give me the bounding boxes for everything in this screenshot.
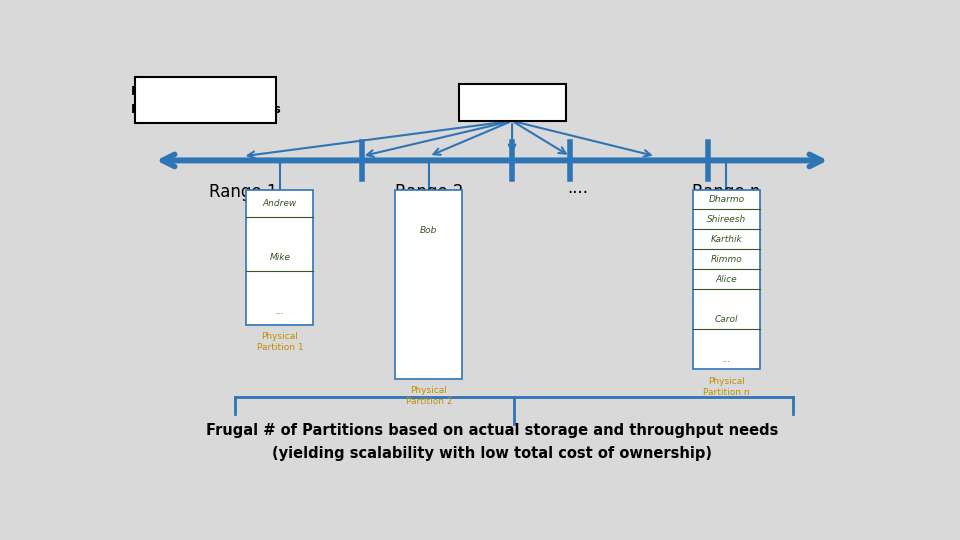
Text: Bob: Bob — [420, 226, 438, 234]
Text: ...: ... — [276, 307, 284, 316]
Text: (yielding scalability with low total cost of ownership): (yielding scalability with low total cos… — [272, 446, 712, 461]
Text: Shireesh: Shireesh — [707, 215, 746, 224]
Text: Physical
Partition 2: Physical Partition 2 — [405, 386, 452, 406]
Text: ....: .... — [567, 179, 588, 197]
Bar — [693, 190, 759, 369]
Text: ...: ... — [722, 355, 731, 363]
Bar — [396, 190, 462, 379]
Text: Alice: Alice — [715, 275, 737, 284]
Text: Carol: Carol — [714, 315, 738, 324]
Text: hash(User Id): hash(User Id) — [465, 96, 560, 109]
Text: Range 2: Range 2 — [395, 183, 463, 201]
Text: Rimmo: Rimmo — [710, 255, 742, 264]
Text: Behind the Scenes:
Physical Partition Sets: Behind the Scenes: Physical Partition Se… — [131, 85, 280, 116]
Text: Mike: Mike — [270, 253, 291, 261]
Text: Karthik: Karthik — [710, 235, 742, 244]
Bar — [459, 84, 566, 121]
Text: Dharmo: Dharmo — [708, 195, 744, 204]
Bar — [134, 77, 276, 123]
Bar — [247, 190, 313, 325]
Text: Physical
Partition 1: Physical Partition 1 — [256, 332, 303, 352]
Text: Physical
Partition n: Physical Partition n — [703, 377, 750, 397]
Text: Range n: Range n — [692, 183, 760, 201]
Text: Andrew: Andrew — [263, 199, 297, 207]
Text: Frugal # of Partitions based on actual storage and throughput needs: Frugal # of Partitions based on actual s… — [205, 423, 779, 438]
Text: Range 1: Range 1 — [208, 183, 277, 201]
